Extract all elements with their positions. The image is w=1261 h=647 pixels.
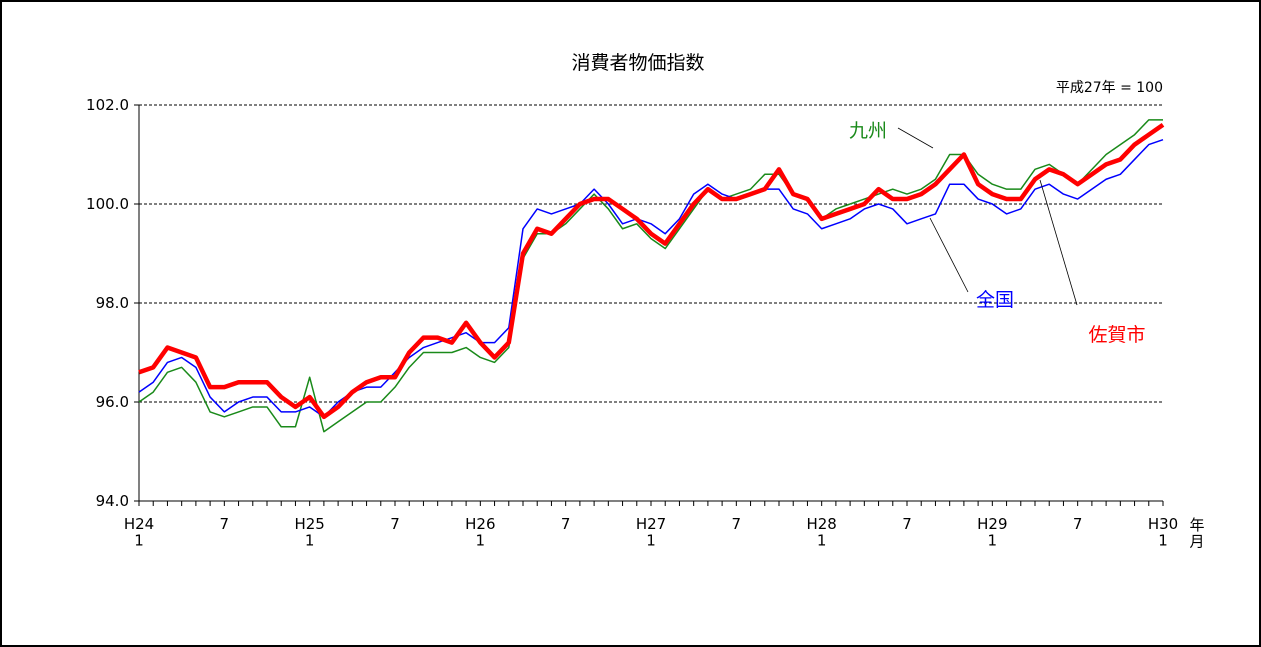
series-label: 全国 <box>976 289 1014 311</box>
x-tick-label: 7 <box>390 515 400 533</box>
y-tick-label: 98.0 <box>96 294 129 312</box>
y-tick-label: 94.0 <box>96 492 129 510</box>
x-tick-label: H28 1 <box>806 515 836 550</box>
x-tick-label: H26 1 <box>465 515 495 550</box>
chart-title: 消費者物価指数 <box>571 52 704 74</box>
x-tick-label: 7 <box>902 515 912 533</box>
series-label: 九州 <box>849 120 887 142</box>
x-tick-label: 7 <box>732 515 742 533</box>
series-line <box>138 122 1165 420</box>
x-tick-label: 7 <box>220 515 230 533</box>
x-tick-label: 7 <box>1073 515 1083 533</box>
x-tick-label: H25 1 <box>294 515 324 550</box>
leader-line <box>929 217 969 293</box>
x-tick-label: H29 1 <box>977 515 1007 550</box>
x-tick-label: H30 1 <box>1148 515 1178 550</box>
x-tick-label: H27 1 <box>636 515 666 550</box>
leader-line <box>1039 179 1078 306</box>
x-tick-label: H24 1 <box>124 515 154 550</box>
series-label: 佐賀市 <box>1088 324 1145 346</box>
note: 平成27年 = 100 <box>1056 80 1163 96</box>
y-tick-label: 102.0 <box>86 96 129 114</box>
leader-line <box>897 127 934 149</box>
x-tick-label: 7 <box>561 515 571 533</box>
x-axis-label: 年月 <box>1189 516 1204 551</box>
y-tick-label: 96.0 <box>96 393 129 411</box>
series-line <box>138 119 1163 433</box>
series-line <box>138 138 1164 418</box>
y-tick-label: 100.0 <box>86 195 129 213</box>
